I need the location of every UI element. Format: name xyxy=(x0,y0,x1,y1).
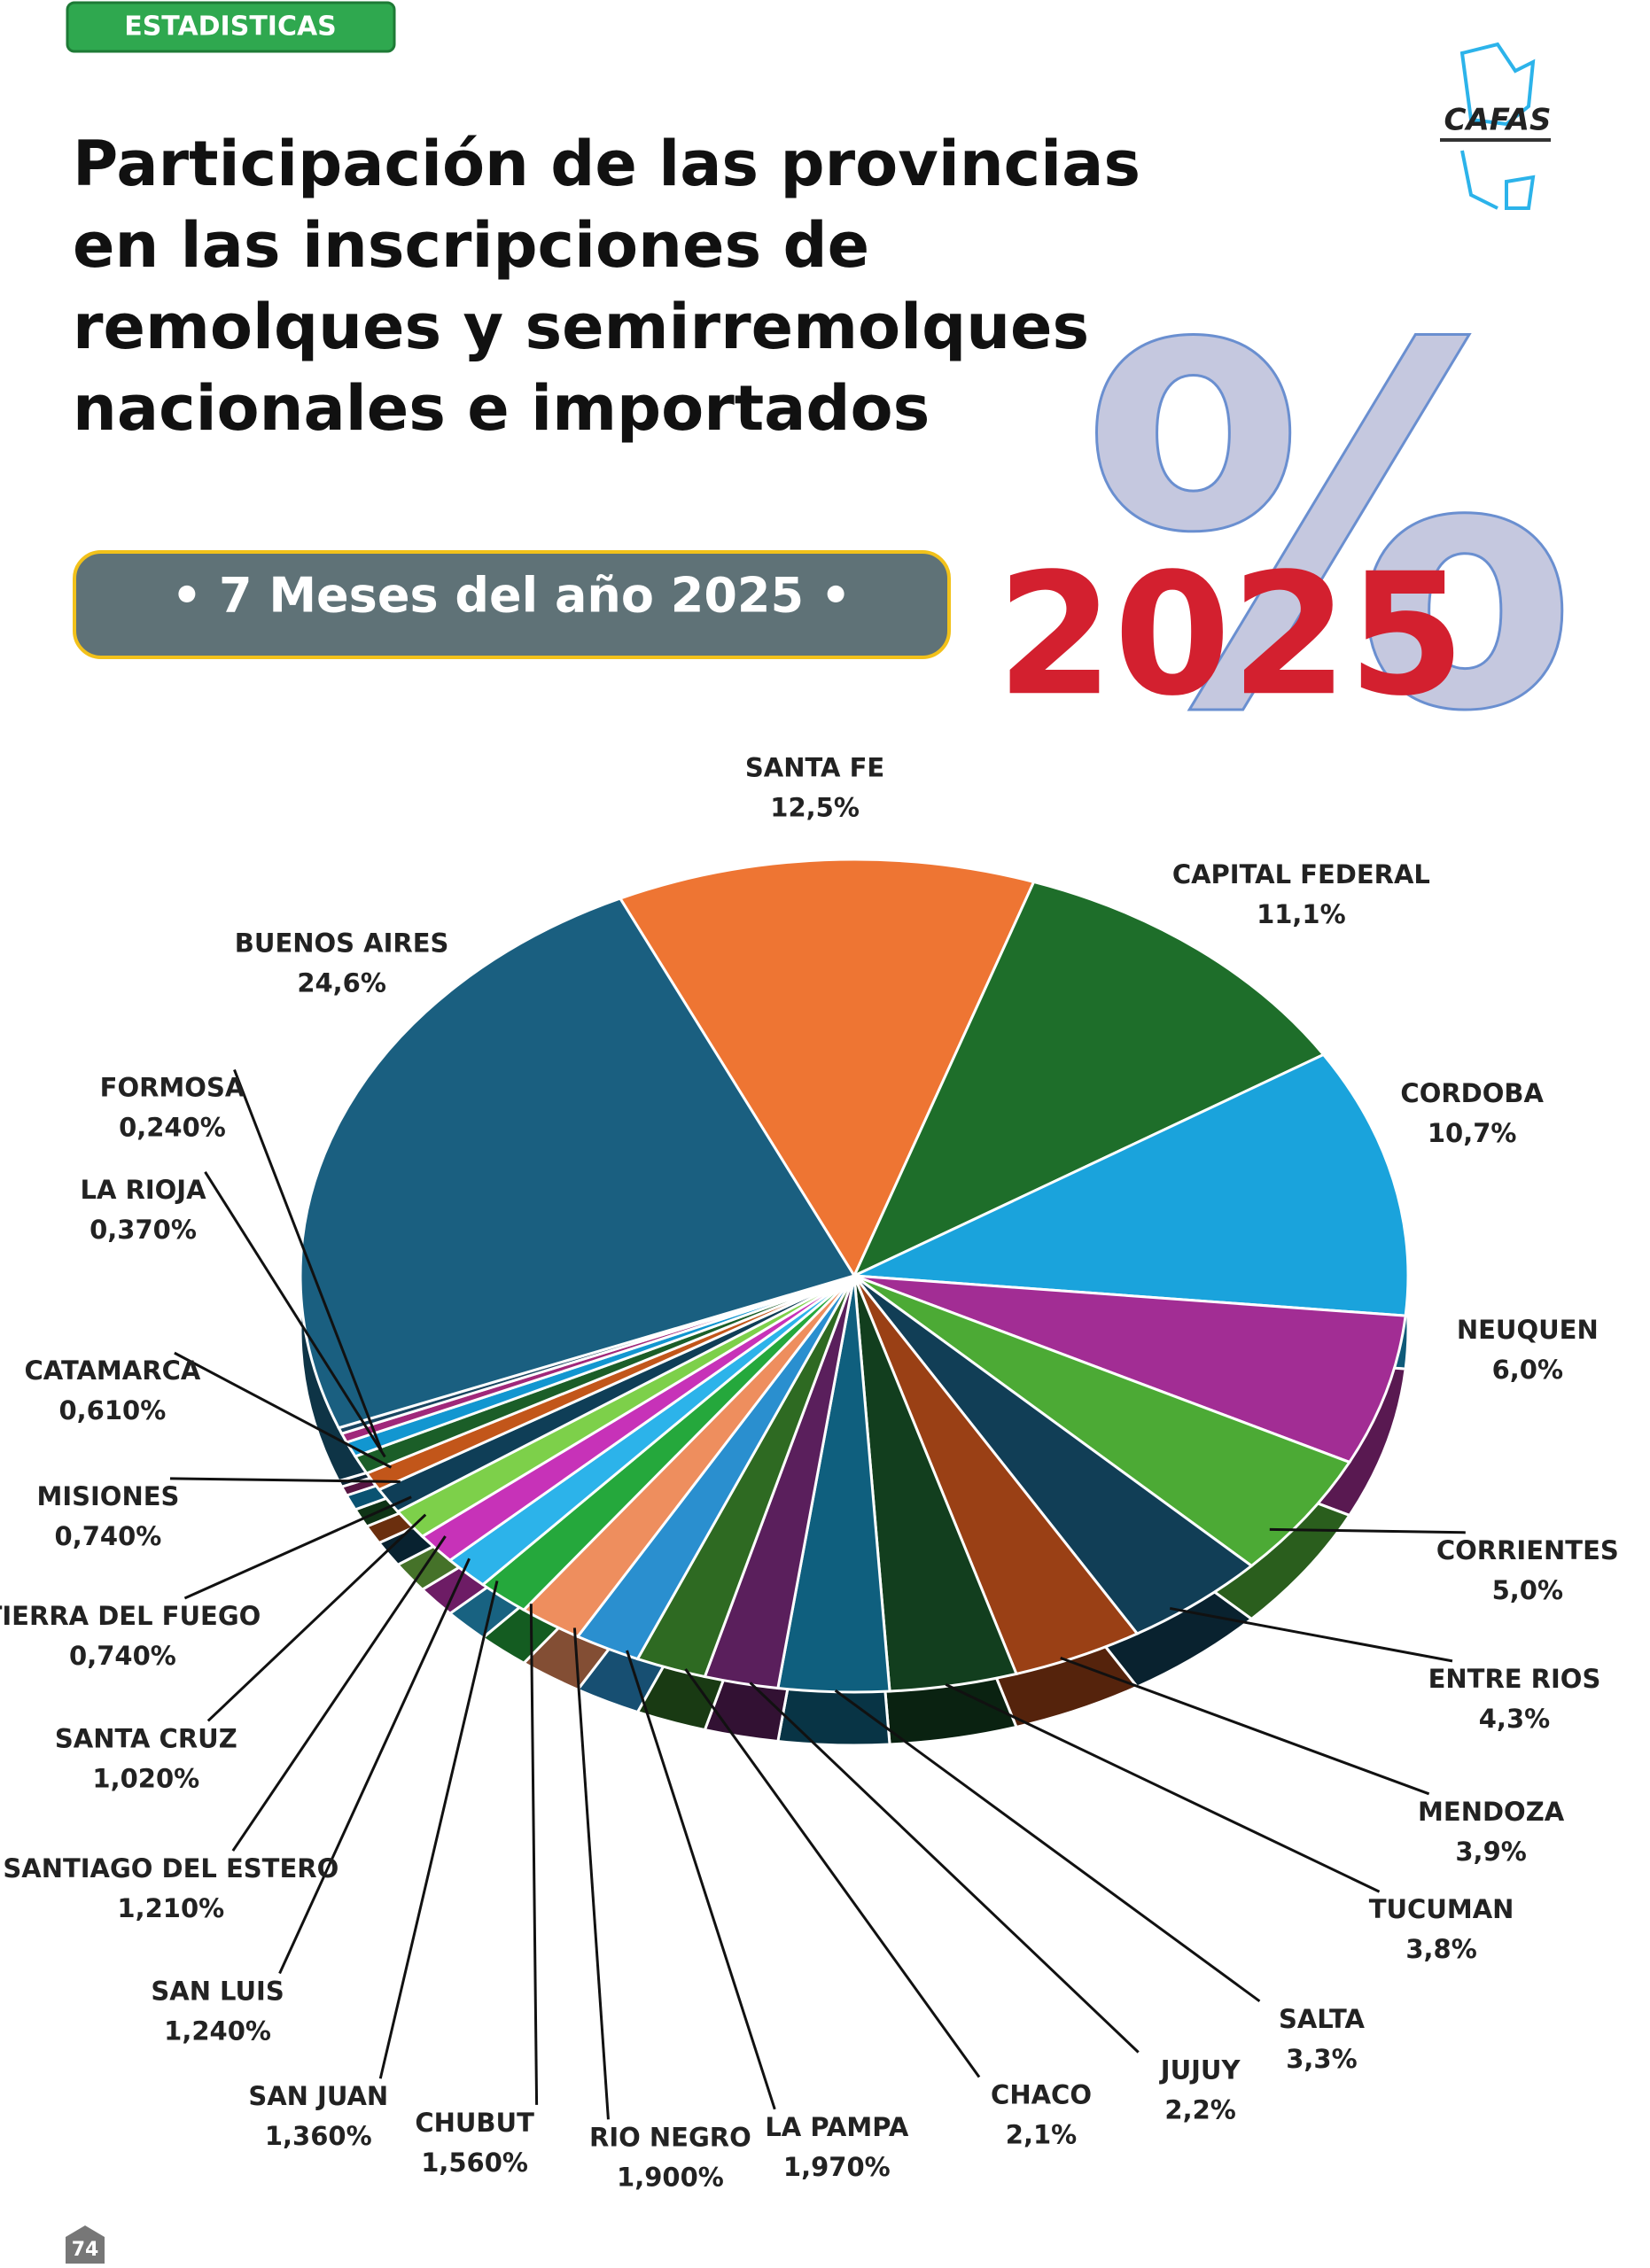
slice-label: SANTIAGO DEL ESTERO xyxy=(3,1853,339,1884)
value-label: 2,2% xyxy=(1164,2095,1235,2125)
title-line: nacionales e importados xyxy=(73,372,930,445)
page-badge xyxy=(66,2225,105,2264)
leader-line xyxy=(231,1535,447,1852)
value-label: 1,560% xyxy=(421,2148,528,2178)
page-number: 74 xyxy=(72,2239,99,2261)
value-label: 3,9% xyxy=(1455,1837,1526,1867)
value-label: 0,740% xyxy=(55,1521,162,1551)
leader-line xyxy=(749,1682,1140,2054)
slice-label: ENTRE RIOS xyxy=(1428,1664,1601,1694)
slice-label: SANTA FE xyxy=(745,752,884,782)
title-line: Participación de las provincias xyxy=(73,128,1140,200)
slice-label: CAPITAL FEDERAL xyxy=(1172,859,1430,889)
value-label: 12,5% xyxy=(770,792,860,822)
leader-line xyxy=(1060,1656,1430,1796)
slice xyxy=(851,880,1326,1279)
value-label: 1,900% xyxy=(617,2162,724,2192)
leader-line xyxy=(169,1477,401,1483)
slice-label: FORMOSA xyxy=(100,1072,245,1102)
slice-label: LA RIOJA xyxy=(80,1175,206,1205)
section-label: ESTADISTICAS xyxy=(124,12,337,43)
slice-label: CORRIENTES xyxy=(1436,1535,1619,1565)
value-label: 1,210% xyxy=(117,1893,224,1923)
slice-label: CHACO xyxy=(991,2080,1092,2110)
leader-line xyxy=(378,1581,499,2079)
year-badge: 2025 xyxy=(997,537,1466,733)
leader-line xyxy=(1169,1606,1453,1663)
subtitle-pill xyxy=(73,550,951,659)
title: Participación de las provincias en las in… xyxy=(73,128,1140,445)
value-label: 1,970% xyxy=(783,2152,891,2182)
slice-label: RIO NEGRO xyxy=(589,2122,751,2152)
leader-line xyxy=(572,1627,610,2120)
value-label: 3,3% xyxy=(1286,2044,1357,2074)
slice-label: NEUQUEN xyxy=(1457,1315,1599,1345)
value-label: 11,1% xyxy=(1257,899,1346,929)
title-line: en las inscripciones de xyxy=(73,209,869,282)
leader-line xyxy=(684,1668,981,2078)
slice xyxy=(853,1274,1352,1568)
slice-label: CORDOBA xyxy=(1400,1078,1544,1108)
leader-line xyxy=(174,1351,393,1469)
slice-label: SAN LUIS xyxy=(151,1977,284,2007)
slice-label: MENDOZA xyxy=(1418,1797,1565,1827)
slice-label: LA PAMPA xyxy=(765,2112,909,2142)
slice xyxy=(849,1052,1410,1317)
slice-label: BUENOS AIRES xyxy=(235,928,449,958)
slice-label: TIERRA DEL FUEGO xyxy=(0,1601,261,1631)
leader-line xyxy=(278,1557,471,1975)
slice xyxy=(618,858,1036,1279)
slice xyxy=(853,1274,1407,1464)
value-label: 24,6% xyxy=(297,967,386,998)
leader-line xyxy=(233,1068,383,1451)
value-label: 1,360% xyxy=(265,2121,372,2151)
slice-label: SANTA CRUZ xyxy=(55,1723,237,1753)
slice xyxy=(299,897,857,1430)
slice-label: MISIONES xyxy=(36,1481,179,1511)
pie-chart: SANTA FE 12,5% CAPITAL FEDERAL 11,1% CORDOBA… xyxy=(0,752,1619,2192)
slice-label: SALTA xyxy=(1279,2004,1366,2034)
value-label: 2,1% xyxy=(1006,2120,1077,2150)
value-label: 3,8% xyxy=(1405,1934,1476,1964)
value-label: 4,3% xyxy=(1479,1704,1550,1734)
slice-label: CHUBUT xyxy=(415,2108,534,2138)
slice-label: JUJUY xyxy=(1159,2055,1241,2085)
logo: CAFAS xyxy=(1440,42,1552,210)
slice-label: CATAMARCA xyxy=(24,1355,200,1386)
value-label: 1,020% xyxy=(92,1763,199,1793)
value-label: 10,7% xyxy=(1428,1118,1517,1148)
leader-line xyxy=(626,1650,776,2110)
value-label: 1,240% xyxy=(164,2016,271,2047)
value-label: 5,0% xyxy=(1492,1575,1563,1605)
value-label: 0,370% xyxy=(90,1215,197,1245)
logo-shape xyxy=(1459,42,1536,210)
value-label: 0,610% xyxy=(58,1395,166,1425)
value-label: 6,0% xyxy=(1492,1355,1563,1385)
leader-line xyxy=(206,1513,427,1722)
title-line: remolques y semirremolques xyxy=(73,291,1089,363)
leader-line xyxy=(1269,1527,1466,1534)
section-tag xyxy=(66,1,396,53)
slice-label: TUCUMAN xyxy=(1369,1894,1514,1924)
leader-line xyxy=(204,1170,386,1458)
subtitle: • 7 Meses del año 2025 • xyxy=(172,568,852,624)
value-label: 0,740% xyxy=(69,1641,176,1671)
leader-line xyxy=(183,1495,412,1600)
leader-line xyxy=(529,1604,539,2105)
percent-sign: % xyxy=(1080,243,1577,820)
leader-line xyxy=(834,1689,1261,2003)
slice-label: SAN JUAN xyxy=(248,2081,388,2111)
logo-text: CAFAS xyxy=(1444,103,1552,138)
value-label: 0,240% xyxy=(119,1112,226,1142)
leader-line xyxy=(945,1683,1381,1893)
